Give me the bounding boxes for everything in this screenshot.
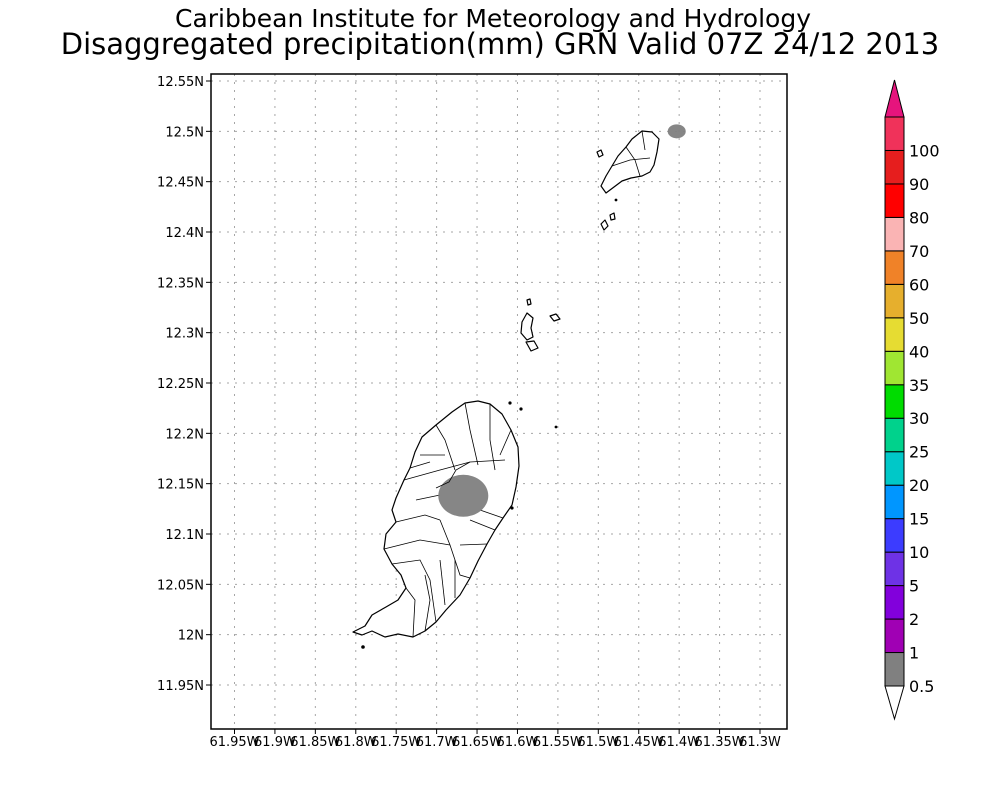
lon-tick-label: 61.3W — [739, 735, 781, 750]
legend-label: 0.5 — [909, 677, 934, 696]
map-grid — [211, 74, 787, 729]
lat-tick-label: 12.4N — [165, 226, 204, 241]
legend-label: 25 — [909, 443, 929, 462]
legend-label: 5 — [909, 577, 919, 596]
small-rocks — [361, 198, 618, 649]
central-grenada-precip — [438, 474, 489, 517]
legend-swatch — [884, 317, 905, 352]
lat-tick-label: 12.25N — [157, 377, 204, 392]
legend-swatch — [884, 618, 905, 654]
legend-label: 70 — [909, 242, 929, 261]
legend-label: 1 — [909, 644, 919, 663]
legend-label: 100 — [909, 141, 940, 160]
legend-label: 90 — [909, 175, 929, 194]
title-product: Disaggregated precipitation(mm) GRN Vali… — [61, 27, 939, 61]
lon-tick-label: 61.9W — [254, 735, 296, 750]
lat-tick-label: 12.3N — [165, 327, 204, 342]
legend-swatch — [884, 183, 905, 218]
lon-tick-label: 61.95W — [209, 735, 259, 750]
lon-tick-label: 61.7W — [416, 735, 458, 750]
carriacou-boundaries — [611, 130, 651, 177]
lat-tick-label: 12.1N — [165, 528, 204, 543]
islet-sw-carriacou — [600, 219, 609, 231]
lat-tick-label: 12.55N — [157, 75, 204, 90]
longitude-axis: 61.95W61.9W61.85W61.8W61.75W61.7W61.65W6… — [209, 729, 781, 750]
legend-swatch — [884, 484, 905, 520]
legend-label: 15 — [909, 510, 929, 529]
legend-label: 80 — [909, 208, 929, 227]
lat-tick-label: 12.2N — [165, 427, 204, 442]
legend-label: 50 — [909, 309, 929, 328]
lat-tick-label: 12.35N — [157, 276, 204, 291]
legend-label: 10 — [909, 543, 929, 562]
lon-tick-label: 61.65W — [452, 735, 502, 750]
legend-swatch — [884, 250, 905, 285]
lon-tick-label: 61.45W — [614, 735, 664, 750]
legend-label: 60 — [909, 275, 929, 294]
lon-tick-label: 61.6W — [497, 735, 539, 750]
legend-swatch — [884, 216, 905, 252]
precipitation-layer — [435, 124, 686, 517]
legend-swatch — [884, 384, 905, 419]
legend-swatch — [884, 350, 905, 386]
lat-tick-label: 12.15N — [157, 478, 204, 493]
lat-tick-label: 12.05N — [157, 578, 204, 593]
carriacou-island — [600, 130, 660, 194]
legend-label: 2 — [909, 610, 919, 629]
grenadine-cay-1 — [520, 312, 534, 341]
legend-label: 30 — [909, 409, 929, 428]
title-institute: Caribbean Institute for Meteorology and … — [175, 4, 811, 33]
lat-tick-label: 11.95N — [157, 679, 204, 694]
land-layer — [352, 130, 660, 649]
boundary-over-precip — [435, 461, 471, 489]
legend-label: 20 — [909, 476, 929, 495]
legend-label: 35 — [909, 376, 929, 395]
map-frame — [210, 73, 788, 730]
petite-martinique-island — [596, 149, 604, 158]
legend-label: 40 — [909, 342, 929, 361]
lat-tick-label: 12.45N — [157, 176, 204, 191]
latitude-axis: 12.55N 12.5N 12.45N 12.4N 12.35N 12.3N 12.25N 1… — [157, 75, 211, 694]
lon-tick-label: 61.8W — [335, 735, 377, 750]
islet-carriacou-south — [609, 212, 616, 221]
legend-under-triangle — [884, 685, 905, 721]
lon-tick-label: 61.75W — [371, 735, 421, 750]
legend-swatch — [884, 283, 905, 319]
legend-swatch — [884, 417, 905, 453]
lat-tick-label: 12N — [178, 629, 204, 644]
carriacou-ne-precip — [667, 124, 686, 139]
grenadine-cay-3 — [549, 313, 561, 322]
legend-swatch — [884, 116, 905, 151]
legend-swatch — [884, 551, 905, 587]
legend-swatch — [884, 585, 905, 620]
legend-swatch — [884, 652, 905, 687]
lat-tick-label: 12.5N — [165, 125, 204, 140]
legend-swatch — [884, 149, 905, 185]
watershed-boundaries — [383, 402, 512, 638]
lon-tick-label: 61.85W — [290, 735, 340, 750]
grenadine-cay-4 — [526, 298, 532, 306]
legend-over-triangle — [884, 79, 905, 118]
lon-tick-label: 61.35W — [695, 735, 745, 750]
legend-swatch — [884, 451, 905, 486]
lon-tick-label: 61.55W — [533, 735, 583, 750]
grenadine-cay-2 — [525, 340, 539, 352]
legend-swatch — [884, 518, 905, 553]
lon-tick-label: 61.4W — [658, 735, 700, 750]
lon-tick-label: 61.5W — [577, 735, 619, 750]
